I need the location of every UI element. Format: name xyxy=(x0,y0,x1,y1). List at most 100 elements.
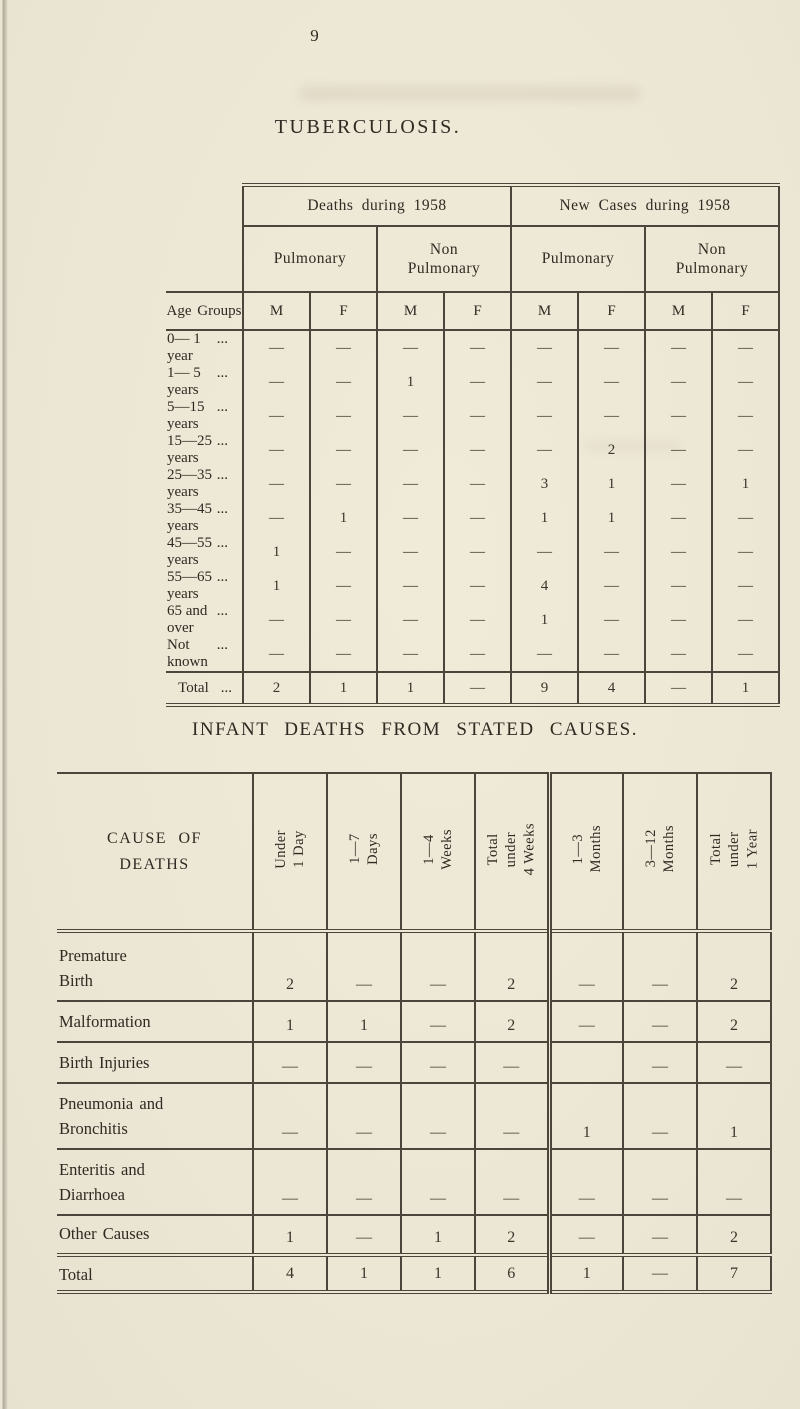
count-cell: — xyxy=(242,467,310,501)
count-cell: — xyxy=(474,1082,550,1150)
age-group-label: 15—25 years... xyxy=(166,433,244,467)
age-row: 65 and over... — — — —1— — — xyxy=(166,603,780,637)
count-cell: — xyxy=(443,671,511,707)
count-cell: — xyxy=(326,1041,402,1084)
cause-row: Pneumonia and Bronchitis — — — —1—1 xyxy=(57,1082,772,1150)
count-cell: — xyxy=(510,637,578,672)
count-cell: — xyxy=(400,1041,476,1084)
count-cell: — xyxy=(242,433,310,467)
count-cell: — xyxy=(443,569,511,603)
count-cell: 1 xyxy=(242,569,310,603)
corner-cell xyxy=(166,185,244,292)
cause-row: Enteritis and Diarrhoea — — — — — — — xyxy=(57,1148,772,1216)
count-cell: 2 xyxy=(474,1000,550,1043)
count-cell: — xyxy=(711,501,780,535)
count-cell: — xyxy=(309,637,377,672)
age-row: 5—15 years... — — — — — — — — xyxy=(166,399,780,433)
page-edge-shadow xyxy=(0,0,8,1409)
sex-header-m: M xyxy=(376,292,444,331)
count-cell: 1 xyxy=(696,1082,772,1150)
count-cell: — xyxy=(510,365,578,399)
count-cell: — xyxy=(622,1214,698,1256)
sex-header-f: F xyxy=(711,292,780,331)
count-cell: — xyxy=(376,637,444,672)
count-cell: — xyxy=(546,1148,624,1216)
count-cell: — xyxy=(309,603,377,637)
count-cell: 2 xyxy=(696,1000,772,1043)
count-cell: — xyxy=(309,535,377,569)
count-cell: 2 xyxy=(242,671,310,707)
cause-row: Birth Injuries — — — — — — xyxy=(57,1041,772,1084)
count-cell: 1 xyxy=(510,501,578,535)
count-cell: — xyxy=(644,467,712,501)
count-cell: — xyxy=(252,1148,328,1216)
count-cell: — xyxy=(443,433,511,467)
count-cell: — xyxy=(696,1148,772,1216)
count-cell: — xyxy=(622,1082,698,1150)
count-cell: — xyxy=(644,569,712,603)
count-cell: 2 xyxy=(577,433,645,467)
1-3-months-header: 1—3 Months xyxy=(546,772,624,933)
age-group-label: 1— 5 years... xyxy=(166,365,244,399)
total-under-1-year-header: Total under 1 Year xyxy=(696,772,772,933)
total-row: Total... 2 1 1—9 4—1 xyxy=(166,671,780,707)
new-cases-group-header: New Cases during 1958 xyxy=(510,183,780,227)
cause-of-deaths-header: CAUSE OF DEATHS xyxy=(57,772,254,933)
cause-row: Premature Birth 2— —2— —2 xyxy=(57,930,772,1002)
count-cell: — xyxy=(644,671,712,707)
count-cell: — xyxy=(443,501,511,535)
count-cell: — xyxy=(711,433,780,467)
count-cell: 1 xyxy=(510,603,578,637)
count-cell: — xyxy=(644,501,712,535)
count-cell: — xyxy=(309,399,377,433)
age-group-label: 45—55 years... xyxy=(166,535,244,569)
count-cell: — xyxy=(546,1214,624,1256)
count-cell: — xyxy=(577,637,645,672)
count-cell: — xyxy=(711,637,780,672)
cause-label: Other Causes xyxy=(57,1214,254,1256)
count-cell: — xyxy=(474,1148,550,1216)
cause-row: Other Causes 1—1 2— —2 xyxy=(57,1214,772,1256)
sex-header-f: F xyxy=(443,292,511,331)
count-cell xyxy=(546,1041,624,1084)
pulmonary-header: Pulmonary xyxy=(242,226,377,293)
count-cell: 1 xyxy=(376,671,444,707)
count-cell: — xyxy=(443,535,511,569)
non-pulmonary-header: Non Pulmonary xyxy=(376,226,511,293)
count-cell: — xyxy=(711,535,780,569)
count-cell: — xyxy=(622,1253,698,1294)
count-cell: 1 xyxy=(400,1214,476,1256)
count-cell: — xyxy=(326,1214,402,1256)
count-cell: 1 xyxy=(326,1253,402,1294)
infant-deaths-table: CAUSE OF DEATHS Under 1 Day 1—7 Days 1—4… xyxy=(57,772,772,1294)
count-cell: 4 xyxy=(577,671,645,707)
count-cell: 1 xyxy=(326,1000,402,1043)
count-cell: — xyxy=(309,569,377,603)
count-cell: — xyxy=(242,330,310,365)
count-cell: — xyxy=(577,603,645,637)
count-cell: — xyxy=(622,930,698,1002)
count-cell: — xyxy=(443,603,511,637)
count-cell: 9 xyxy=(510,671,578,707)
count-cell: 1 xyxy=(400,1253,476,1294)
tuberculosis-table: Deaths during 1958 New Cases during 1958… xyxy=(166,183,780,707)
count-cell: — xyxy=(242,365,310,399)
count-cell: — xyxy=(711,365,780,399)
3-12-months-header: 3—12 Months xyxy=(622,772,698,933)
count-cell: 7 xyxy=(696,1253,772,1294)
count-cell: — xyxy=(696,1041,772,1084)
count-cell: — xyxy=(546,930,624,1002)
count-cell: — xyxy=(510,535,578,569)
count-cell: — xyxy=(711,603,780,637)
count-cell: — xyxy=(309,330,377,365)
count-cell: — xyxy=(376,330,444,365)
sex-header-f: F xyxy=(577,292,645,331)
count-cell: — xyxy=(577,365,645,399)
count-cell: 1 xyxy=(242,535,310,569)
count-cell: — xyxy=(376,399,444,433)
count-cell: 2 xyxy=(696,1214,772,1256)
count-cell: — xyxy=(577,535,645,569)
age-row: Not known... — — — — — — — — xyxy=(166,637,780,672)
cause-label: Premature Birth xyxy=(57,930,254,1002)
count-cell: — xyxy=(443,467,511,501)
